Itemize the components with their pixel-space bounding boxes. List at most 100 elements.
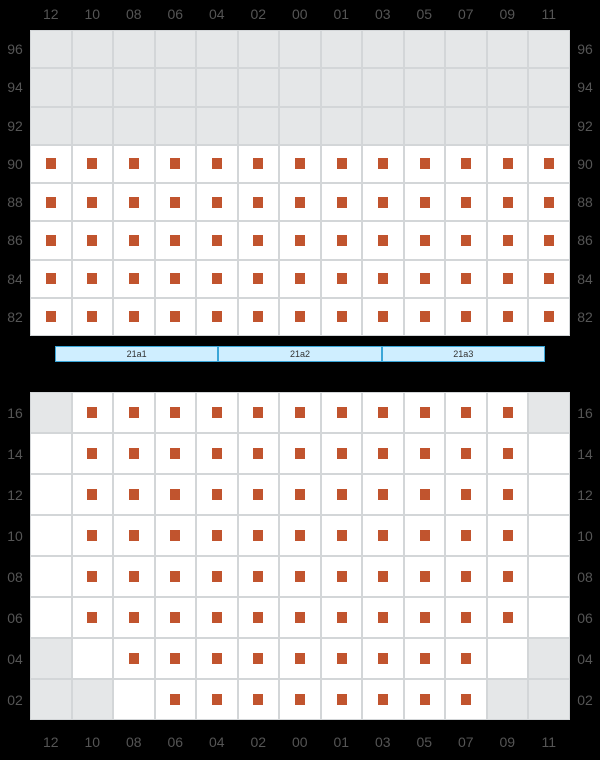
seat-cell[interactable] — [72, 515, 114, 556]
seat-cell[interactable] — [362, 556, 404, 597]
seat-cell[interactable] — [196, 433, 238, 474]
seat-cell[interactable] — [404, 298, 446, 336]
seat-cell[interactable] — [196, 298, 238, 336]
seat-cell[interactable] — [321, 183, 363, 221]
seat-cell[interactable] — [279, 183, 321, 221]
seat-cell[interactable] — [445, 392, 487, 433]
seat-cell[interactable] — [196, 392, 238, 433]
seat-cell[interactable] — [113, 515, 155, 556]
seat-cell[interactable] — [279, 597, 321, 638]
seat-cell[interactable] — [321, 556, 363, 597]
seat-cell[interactable] — [362, 679, 404, 720]
seat-cell[interactable] — [72, 145, 114, 183]
seat-cell[interactable] — [113, 556, 155, 597]
seat-cell[interactable] — [72, 392, 114, 433]
seat-cell[interactable] — [321, 433, 363, 474]
seat-cell[interactable] — [196, 679, 238, 720]
seat-cell[interactable] — [196, 474, 238, 515]
seat-cell[interactable] — [445, 145, 487, 183]
seat-cell[interactable] — [155, 145, 197, 183]
seat-cell[interactable] — [321, 298, 363, 336]
seat-cell[interactable] — [528, 221, 570, 259]
seat-cell[interactable] — [113, 183, 155, 221]
seat-cell[interactable] — [30, 260, 72, 298]
seat-cell[interactable] — [279, 433, 321, 474]
seat-cell[interactable] — [362, 515, 404, 556]
seat-cell[interactable] — [321, 515, 363, 556]
seat-cell[interactable] — [445, 433, 487, 474]
seat-cell[interactable] — [238, 260, 280, 298]
seat-cell[interactable] — [362, 638, 404, 679]
seat-cell[interactable] — [528, 260, 570, 298]
seat-cell[interactable] — [321, 679, 363, 720]
seat-cell[interactable] — [487, 597, 529, 638]
seat-cell[interactable] — [113, 597, 155, 638]
seat-cell[interactable] — [321, 221, 363, 259]
seat-cell[interactable] — [445, 597, 487, 638]
seat-cell[interactable] — [404, 145, 446, 183]
seat-cell[interactable] — [113, 221, 155, 259]
seat-cell[interactable] — [362, 260, 404, 298]
seat-cell[interactable] — [279, 392, 321, 433]
seat-cell[interactable] — [487, 474, 529, 515]
seat-cell[interactable] — [321, 392, 363, 433]
seat-cell[interactable] — [238, 474, 280, 515]
seat-cell[interactable] — [445, 221, 487, 259]
seat-cell[interactable] — [404, 392, 446, 433]
seat-cell[interactable] — [155, 298, 197, 336]
seat-cell[interactable] — [362, 433, 404, 474]
seat-cell[interactable] — [155, 597, 197, 638]
seat-cell[interactable] — [404, 433, 446, 474]
seat-cell[interactable] — [279, 556, 321, 597]
seat-cell[interactable] — [404, 556, 446, 597]
seat-cell[interactable] — [362, 597, 404, 638]
seat-cell[interactable] — [238, 298, 280, 336]
seat-cell[interactable] — [404, 679, 446, 720]
seat-cell[interactable] — [487, 433, 529, 474]
seat-cell[interactable] — [279, 260, 321, 298]
seat-cell[interactable] — [113, 638, 155, 679]
seat-cell[interactable] — [238, 145, 280, 183]
seat-cell[interactable] — [487, 556, 529, 597]
seat-cell[interactable] — [487, 183, 529, 221]
seat-cell[interactable] — [487, 260, 529, 298]
seat-cell[interactable] — [321, 145, 363, 183]
seat-cell[interactable] — [196, 556, 238, 597]
seat-cell[interactable] — [113, 433, 155, 474]
seat-cell[interactable] — [279, 145, 321, 183]
seat-cell[interactable] — [487, 515, 529, 556]
seat-cell[interactable] — [196, 260, 238, 298]
seat-cell[interactable] — [445, 298, 487, 336]
seat-cell[interactable] — [155, 638, 197, 679]
seat-cell[interactable] — [404, 638, 446, 679]
seat-cell[interactable] — [30, 145, 72, 183]
seat-cell[interactable] — [155, 474, 197, 515]
seat-cell[interactable] — [155, 556, 197, 597]
seat-cell[interactable] — [238, 183, 280, 221]
seat-cell[interactable] — [487, 221, 529, 259]
seat-cell[interactable] — [196, 597, 238, 638]
seat-cell[interactable] — [445, 183, 487, 221]
seat-cell[interactable] — [404, 183, 446, 221]
seat-cell[interactable] — [196, 638, 238, 679]
seat-cell[interactable] — [445, 260, 487, 298]
seat-cell[interactable] — [30, 221, 72, 259]
seat-cell[interactable] — [238, 679, 280, 720]
seat-cell[interactable] — [72, 597, 114, 638]
seat-cell[interactable] — [362, 298, 404, 336]
seat-cell[interactable] — [362, 474, 404, 515]
seat-cell[interactable] — [321, 474, 363, 515]
seat-cell[interactable] — [238, 556, 280, 597]
seat-cell[interactable] — [404, 221, 446, 259]
seat-cell[interactable] — [445, 638, 487, 679]
seat-cell[interactable] — [238, 597, 280, 638]
seat-cell[interactable] — [155, 221, 197, 259]
seat-cell[interactable] — [238, 638, 280, 679]
seat-cell[interactable] — [30, 298, 72, 336]
seat-cell[interactable] — [155, 679, 197, 720]
seat-cell[interactable] — [321, 638, 363, 679]
seat-cell[interactable] — [113, 392, 155, 433]
seat-cell[interactable] — [487, 145, 529, 183]
seat-cell[interactable] — [404, 474, 446, 515]
seat-cell[interactable] — [113, 260, 155, 298]
